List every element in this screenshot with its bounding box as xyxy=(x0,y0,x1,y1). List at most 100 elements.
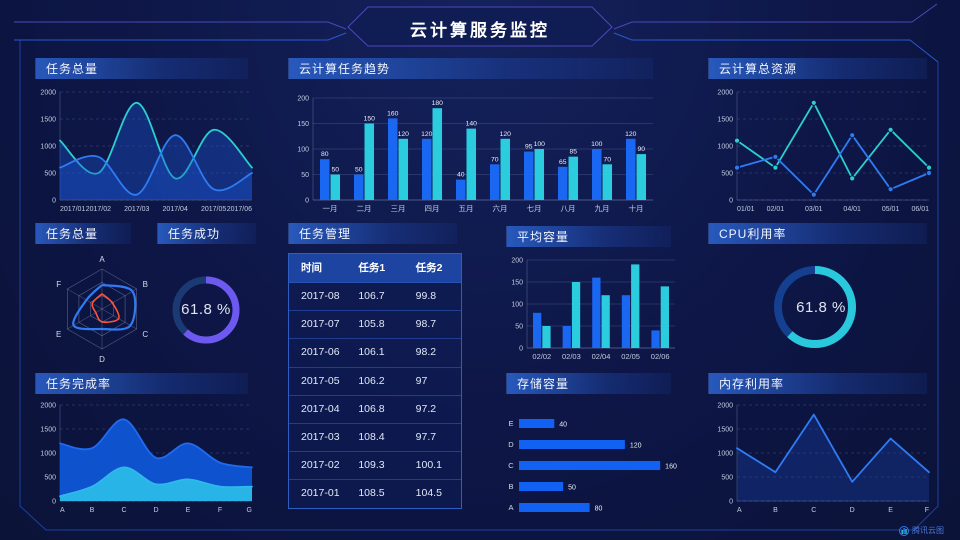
svg-text:0: 0 xyxy=(52,198,56,205)
panel-title: 任务完成率 xyxy=(46,377,112,391)
svg-text:160: 160 xyxy=(387,110,399,117)
svg-text:50: 50 xyxy=(515,324,523,331)
table-row: 2017-06 106.1 98.2 xyxy=(289,339,461,368)
svg-text:1000: 1000 xyxy=(40,451,56,458)
svg-text:2000: 2000 xyxy=(717,403,733,410)
table-row: 2017-03 108.4 97.7 xyxy=(289,424,461,453)
table-row: 2017-02 109.3 100.1 xyxy=(289,452,461,481)
table-cell: 2017-04 xyxy=(301,402,340,415)
memory-line-chart: 0 500 1000 1500 2000 A B C D E F xyxy=(717,403,930,514)
svg-text:十月: 十月 xyxy=(629,203,644,213)
svg-text:500: 500 xyxy=(721,475,733,482)
svg-text:80: 80 xyxy=(595,506,603,513)
svg-text:E: E xyxy=(888,507,893,514)
svg-text:A: A xyxy=(508,503,513,512)
svg-text:C: C xyxy=(121,507,126,514)
panel-task-total-area: 任务总量 0 500 1000 1500 2000 2017/01 2017/02 2017/… xyxy=(30,58,260,216)
svg-text:C: C xyxy=(508,461,514,470)
table-cell: 98.2 xyxy=(415,346,437,359)
panel-title: 任务成功 xyxy=(168,227,221,241)
table-cell: 97.2 xyxy=(415,402,437,415)
table-cell: 任务2 xyxy=(415,262,443,274)
svg-text:150: 150 xyxy=(364,116,376,123)
panel-total-resources: 云计算总资源 0 500 1000 1500 2000 01/01 02/01 03/01 04… xyxy=(703,58,939,216)
watermark-label: 腾讯云图 xyxy=(912,526,944,535)
panel-cpu-usage: CPU利用率 61.8 % xyxy=(703,223,939,369)
svg-text:2017/02: 2017/02 xyxy=(86,206,111,213)
table-cell: 99.8 xyxy=(415,290,437,302)
table-cell: 2017-02 xyxy=(301,459,340,472)
completion-rate-area-chart: 0 500 1000 1500 2000 A B C D E F G xyxy=(40,403,253,514)
svg-text:B: B xyxy=(508,482,513,491)
svg-text:1000: 1000 xyxy=(40,144,56,151)
svg-text:2017/05: 2017/05 xyxy=(201,206,226,213)
svg-text:五月: 五月 xyxy=(459,204,474,213)
panel-memory: 内存利用率 0 500 1000 1500 2000 A B C D E F xyxy=(703,373,939,517)
svg-text:120: 120 xyxy=(625,131,637,138)
svg-text:1500: 1500 xyxy=(717,427,733,434)
donut-value: 61.8 % xyxy=(796,299,846,316)
svg-text:65: 65 xyxy=(559,159,567,166)
svg-text:E: E xyxy=(508,419,513,428)
panel-title: 存储容量 xyxy=(517,377,570,391)
table-row: 2017-07 105.8 98.7 xyxy=(289,311,461,340)
svg-text:95: 95 xyxy=(525,144,533,151)
svg-text:200: 200 xyxy=(297,96,309,103)
svg-text:D: D xyxy=(153,507,158,514)
svg-text:0: 0 xyxy=(729,198,733,205)
svg-text:0: 0 xyxy=(729,499,733,506)
table-cell: 106.1 xyxy=(358,346,385,359)
panel-storage: 存储容量 E 40 D 120 C 160 B 50 A 80 xyxy=(501,373,683,517)
svg-text:70: 70 xyxy=(603,156,611,163)
svg-text:03/01: 03/01 xyxy=(805,206,823,213)
panel-title: 任务管理 xyxy=(299,227,352,241)
table-header-row: 时间 任务1 任务2 xyxy=(289,254,461,283)
svg-text:90: 90 xyxy=(637,146,645,153)
svg-text:2017/06: 2017/06 xyxy=(227,206,252,213)
svg-text:八月: 八月 xyxy=(561,204,576,213)
svg-text:120: 120 xyxy=(421,131,433,138)
panel-header: 任务完成率 xyxy=(35,373,248,394)
svg-text:九月: 九月 xyxy=(595,204,610,213)
panel-avg-capacity: 平均容量 0 50 100 150 200 02/02 02/03 02/04 02/05 02/… xyxy=(501,226,683,364)
svg-text:150: 150 xyxy=(297,121,309,128)
panel-title: 平均容量 xyxy=(517,230,570,244)
svg-text:02/01: 02/01 xyxy=(767,206,785,213)
svg-text:70: 70 xyxy=(491,156,499,163)
svg-text:01/01: 01/01 xyxy=(737,206,755,213)
table-cell: 108.5 xyxy=(358,487,385,500)
svg-text:02/05: 02/05 xyxy=(621,352,640,361)
svg-text:G: G xyxy=(247,507,252,514)
total-resources-line-chart: 0 500 1000 1500 2000 01/01 02/01 03/01 04/01 05/0… xyxy=(717,90,933,213)
svg-text:04/01: 04/01 xyxy=(843,206,861,213)
panel-header: 平均容量 xyxy=(506,226,671,247)
panel-header: 云计算任务趋势 xyxy=(288,58,653,79)
svg-text:120: 120 xyxy=(500,131,512,138)
table-cell: 任务1 xyxy=(358,262,386,274)
table-cell: 106.2 xyxy=(358,374,385,387)
panel-header: 内存利用率 xyxy=(708,373,927,394)
svg-text:0: 0 xyxy=(52,499,56,506)
svg-text:150: 150 xyxy=(511,280,523,287)
table-row: 2017-01 108.5 104.5 xyxy=(289,480,461,507)
svg-text:A: A xyxy=(737,507,742,514)
svg-text:1500: 1500 xyxy=(40,427,56,434)
table-cell: 2017-03 xyxy=(301,430,340,443)
svg-text:D: D xyxy=(508,440,514,449)
table-cell: 2017-07 xyxy=(301,318,340,331)
svg-text:一月: 一月 xyxy=(323,204,338,213)
svg-text:1000: 1000 xyxy=(717,451,733,458)
svg-text:D: D xyxy=(850,507,855,514)
panel-header: 云计算总资源 xyxy=(708,58,927,79)
svg-text:二月: 二月 xyxy=(357,204,372,213)
svg-text:2000: 2000 xyxy=(40,403,56,410)
svg-text:50: 50 xyxy=(355,167,363,174)
task-trend-bar-chart: 0 50 100 150 200 一月 80 50 二月 50 150 三月 160 120 四月 120 18… xyxy=(297,96,653,213)
panel-header: CPU利用率 xyxy=(708,223,927,244)
svg-text:E: E xyxy=(56,330,61,339)
panel-title: 云计算总资源 xyxy=(719,62,798,76)
table-cell: 98.7 xyxy=(415,318,437,331)
svg-text:2017/03: 2017/03 xyxy=(124,206,149,213)
svg-text:50: 50 xyxy=(301,172,309,179)
